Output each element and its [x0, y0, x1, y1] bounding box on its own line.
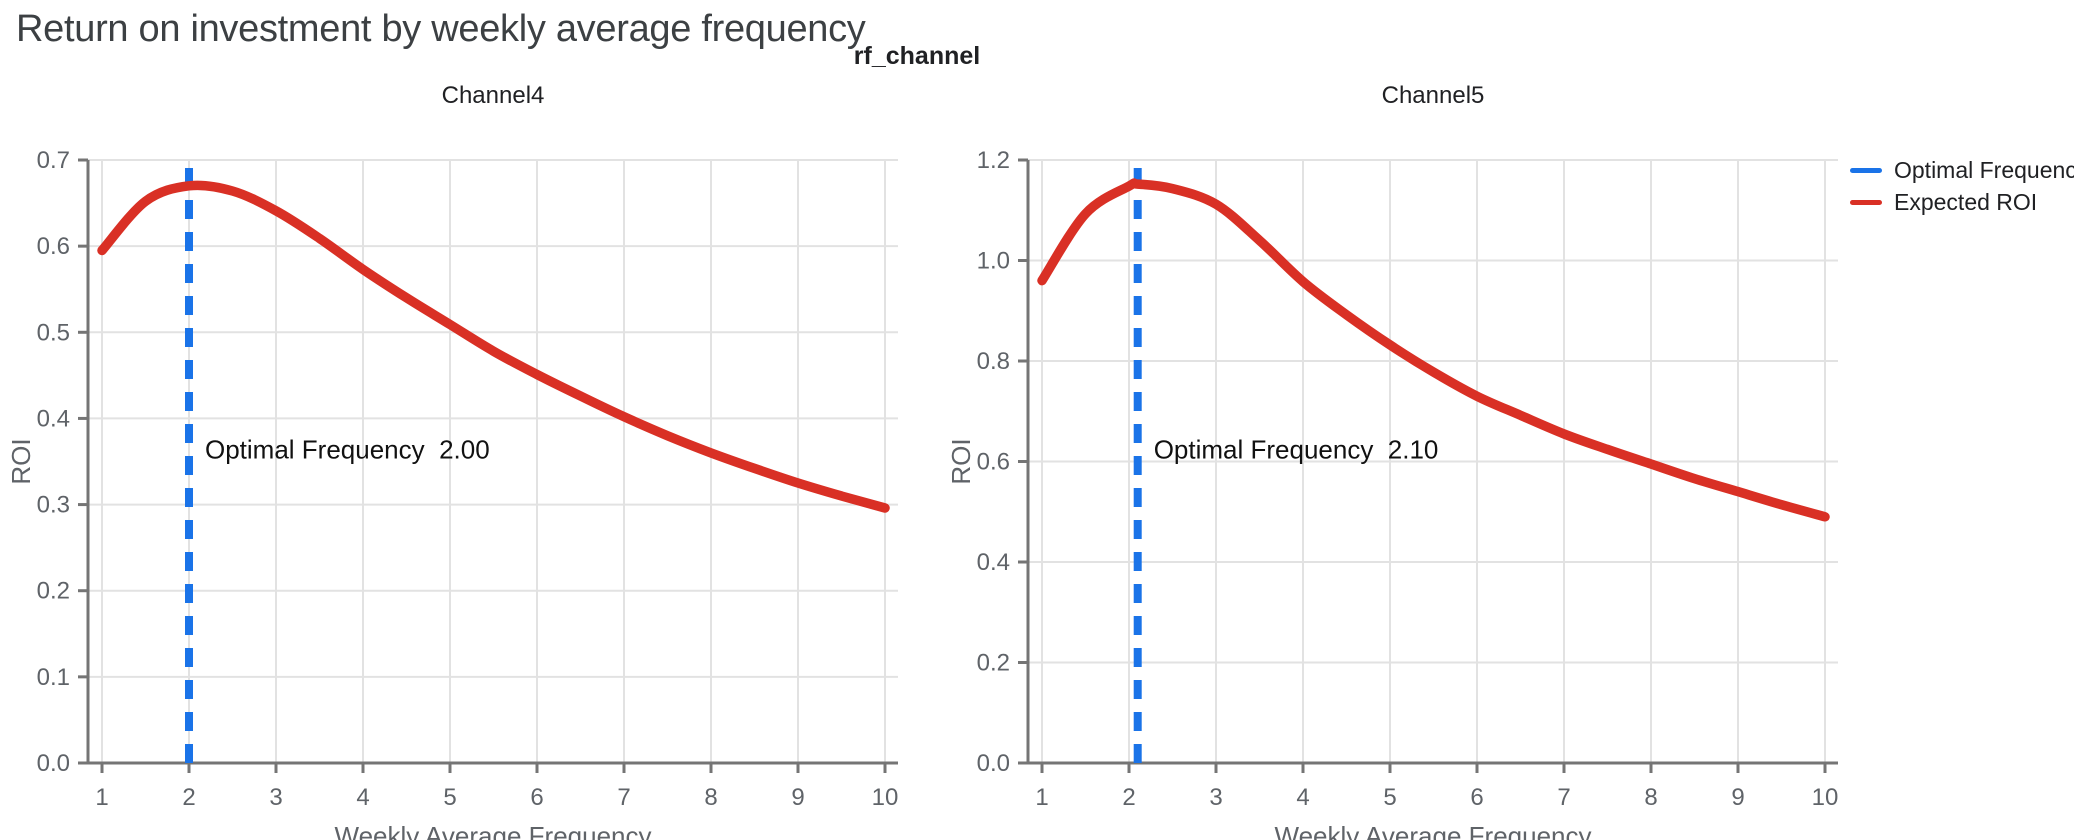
axis-labels: 0.0 0.1 0.2 0.3 0.4 0.5 0.6 0.7 1 2 3 4 5 6 7 8 9 10 Weekl…: [6, 147, 898, 840]
svg-text:0.0: 0.0: [977, 750, 1010, 777]
svg-text:0.4: 0.4: [37, 405, 70, 432]
gridlines: [1028, 159, 1838, 763]
svg-text:1: 1: [1035, 784, 1048, 811]
y-axis-title: ROI: [6, 438, 36, 484]
channel4-chart[interactable]: Optimal Frequency 2.00 0.0 0.1 0.2 0.3 0.4 0.5…: [0, 70, 940, 840]
svg-text:2: 2: [182, 784, 195, 811]
legend-item-optimal-frequency[interactable]: Optimal Frequency: [1850, 156, 2074, 183]
svg-text:3: 3: [1209, 784, 1222, 811]
axes: [1018, 158, 1838, 773]
svg-text:1.2: 1.2: [977, 147, 1010, 174]
y-axis-title: ROI: [946, 438, 976, 484]
x-axis-title: Weekly Average Frequency: [1275, 821, 1592, 840]
svg-text:6: 6: [1470, 784, 1483, 811]
legend-line-swatch: [1850, 167, 1882, 173]
axis-labels: 0.0 0.2 0.4 0.6 0.8 1.0 1.2 1 2 3 4 5 6 7 8 9 10 Weekly A…: [946, 147, 1838, 840]
svg-text:0.8: 0.8: [977, 348, 1010, 375]
facet-super-title: rf_channel: [853, 42, 981, 70]
svg-text:1.0: 1.0: [977, 248, 1010, 275]
svg-text:0.1: 0.1: [37, 664, 70, 691]
svg-text:6: 6: [530, 784, 543, 811]
svg-text:10: 10: [872, 784, 899, 811]
page-title: Return on investment by weekly average f…: [16, 8, 866, 50]
optimal-frequency-annotation: Optimal Frequency 2.00: [205, 434, 490, 464]
svg-text:0.2: 0.2: [977, 650, 1010, 677]
svg-text:4: 4: [1296, 784, 1309, 811]
svg-text:0.3: 0.3: [37, 492, 70, 519]
svg-text:9: 9: [791, 784, 804, 811]
channel5-chart[interactable]: Optimal Frequency 2.10 0.0 0.2 0.4 0.6 0.8 1.0…: [940, 70, 1880, 840]
svg-text:1: 1: [95, 784, 108, 811]
svg-text:8: 8: [704, 784, 717, 811]
optimal-frequency-annotation: Optimal Frequency 2.10: [1154, 434, 1439, 464]
svg-text:0.0: 0.0: [37, 750, 70, 777]
svg-text:0.2: 0.2: [37, 578, 70, 605]
svg-text:8: 8: [1644, 784, 1657, 811]
svg-text:7: 7: [1557, 784, 1570, 811]
svg-text:3: 3: [269, 784, 282, 811]
svg-text:0.7: 0.7: [37, 147, 70, 174]
expected-roi-curve[interactable]: [97, 180, 890, 513]
svg-text:0.6: 0.6: [37, 233, 70, 260]
svg-text:0.4: 0.4: [977, 549, 1010, 576]
chart-legend: Optimal Frequency Expected ROI: [1850, 156, 2074, 215]
svg-text:2: 2: [1122, 784, 1135, 811]
legend-line-swatch: [1850, 199, 1882, 205]
subplot-title: Channel5: [1382, 82, 1485, 109]
x-axis-title: Weekly Average Frequency: [335, 821, 652, 840]
expected-roi-curve[interactable]: [1037, 178, 1830, 522]
svg-text:4: 4: [356, 784, 369, 811]
svg-text:0.6: 0.6: [977, 449, 1010, 476]
subplot-title: Channel4: [442, 82, 545, 109]
svg-text:10: 10: [1812, 784, 1839, 811]
svg-text:5: 5: [1383, 784, 1396, 811]
legend-item-expected-roi[interactable]: Expected ROI: [1850, 188, 2074, 215]
axes: [78, 158, 898, 773]
svg-text:5: 5: [443, 784, 456, 811]
legend-label: Expected ROI: [1894, 188, 2038, 215]
svg-text:0.5: 0.5: [37, 319, 70, 346]
gridlines: [88, 159, 898, 763]
svg-text:9: 9: [1731, 784, 1744, 811]
legend-label: Optimal Frequency: [1894, 156, 2074, 183]
svg-text:7: 7: [617, 784, 630, 811]
